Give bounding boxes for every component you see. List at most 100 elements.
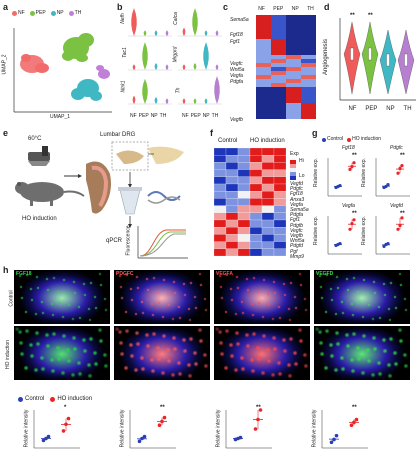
cluster-th	[96, 65, 110, 79]
violin-tac1-pep	[142, 42, 148, 70]
hmc-cell-12-3	[301, 63, 316, 67]
hmc-cell-3-1	[271, 27, 286, 31]
hmc-cell-18-2	[286, 87, 301, 91]
hmc-cell-21-0	[256, 99, 271, 103]
heatmap-f: Control HO induction Exp Hi Lo Vegfd Pdgf…	[210, 134, 312, 262]
hmc-cell-24-1	[271, 111, 286, 115]
hmc-cell-0-2	[286, 15, 301, 19]
hmf-cell-14-3	[249, 248, 263, 257]
h0-ctrl-pt-2	[46, 434, 51, 439]
hmc-cell-0-1	[271, 15, 286, 19]
hmf-cell-2-4	[261, 162, 275, 170]
angio-box-0	[350, 47, 354, 61]
hmc-cell-18-3	[301, 87, 316, 91]
hmc-cell-16-0	[256, 79, 271, 83]
hmc-cell-10-2	[286, 55, 301, 59]
stain-tile-vegfd-control: VEGFD	[314, 270, 410, 324]
hmc-cell-7-1	[271, 43, 286, 47]
umap-xlabel: UMAP_1	[50, 114, 71, 120]
stain-tile-vegfd-ho	[314, 326, 410, 380]
hmf-cell-14-4	[261, 248, 275, 257]
angio-box-1	[368, 47, 372, 61]
h3-ho-pt-0	[349, 423, 354, 427]
h-ylabel-0: Relative intensity	[23, 409, 30, 448]
hmf-cell-6-5	[273, 191, 287, 199]
hmc-cell-17-2	[286, 83, 301, 87]
hmf-cell-5-5	[273, 183, 287, 192]
hmf-cell-4-2	[237, 176, 251, 185]
leg-illustration	[86, 161, 111, 214]
hmc-cell-13-0	[256, 67, 271, 71]
hmc-cell-3-3	[301, 27, 316, 31]
gene-ntrk1: Ntrk1	[120, 80, 127, 93]
heatmap-f-gene-pdgfa: Pdgfa	[290, 212, 304, 219]
hmf-cell-2-0	[213, 162, 227, 170]
h0-ho-pt-2	[66, 416, 71, 421]
panel-label-f: f	[210, 128, 213, 138]
h1-ho-pt-0	[157, 423, 162, 427]
hmf-cell-9-5	[273, 212, 287, 221]
g-sig-1: **	[352, 153, 357, 159]
heatmap-f-gene-vegfb: Vegfb	[290, 233, 303, 239]
angiogenesis-xlabels: NF PEP NP TH	[348, 106, 412, 112]
hmf-cell-11-1	[225, 227, 239, 235]
violin-tac1-th	[165, 64, 169, 70]
h0-ho-pt-0	[61, 429, 66, 433]
h-intensity-plots: * ** ** **	[33, 405, 368, 449]
col-control: Control	[218, 138, 238, 144]
hmc-cell-5-3	[301, 35, 316, 39]
hmc-cell-1-3	[301, 19, 316, 23]
gene-fgf18: Fgf18	[230, 32, 243, 38]
hmf-cell-3-3	[249, 169, 263, 177]
hmc-cell-8-0	[256, 47, 271, 51]
g-ylabel-2: Relative exp.	[360, 158, 367, 187]
immunostain-panel: Control HO induction FGF18 PDGFC VEGFA VEGF…	[4, 268, 418, 456]
hmf-cell-10-3	[249, 219, 263, 228]
hmc-cell-12-1	[271, 63, 286, 67]
hmc-cell-1-2	[286, 19, 301, 23]
hmf-cell-4-5	[273, 176, 287, 185]
hmc-cell-14-0	[256, 71, 271, 75]
hmf-cell-8-5	[273, 205, 287, 213]
stain-label-fgf18: FGF18	[16, 271, 32, 277]
hmf-cell-12-2	[237, 234, 251, 242]
sig-nf: **	[350, 13, 355, 19]
legend-th: TH	[68, 11, 81, 16]
hmf-cell-7-0	[213, 198, 227, 206]
schematic-panel: 60°C HO induction Lumbar DRG qPCR Fluore…	[6, 132, 206, 262]
legend-swatch-1	[290, 164, 296, 168]
violin-mrgprd-pep	[193, 63, 197, 70]
g-plots	[327, 158, 410, 255]
g-sig-4: **	[400, 211, 405, 217]
hmf-cell-0-3	[249, 147, 263, 156]
h-ylabel-3: Relative intensity	[311, 409, 318, 448]
hmc-cell-6-3	[301, 39, 316, 43]
g-sig-2: **	[400, 153, 405, 159]
hmf-cell-0-1	[225, 147, 239, 156]
h3-ctrl-pt-0	[329, 440, 334, 445]
stain-tile-vegfa-control: VEGFA	[214, 270, 310, 324]
hmc-cell-9-1	[271, 51, 286, 55]
angiogenesis-violins	[339, 18, 416, 101]
h3-sig: **	[352, 405, 357, 411]
h1-ctrl-pt-2	[142, 434, 147, 439]
violin-panel: Nefh Tac1 Ntrk1 Calca Mrgprd Th NF PEP NP T…	[120, 4, 224, 126]
cluster-nf	[20, 54, 49, 73]
hmc-cell-23-2	[286, 107, 301, 111]
hmf-cell-1-3	[249, 155, 263, 163]
hmc-cell-4-2	[286, 31, 301, 35]
angiogenesis-panel: Angiogenesis NF PEP NP TH ** **	[323, 4, 418, 126]
hmc-cell-25-2	[286, 115, 301, 119]
hmc-cell-0-3	[301, 15, 316, 19]
hmf-cell-6-1	[225, 191, 239, 199]
heatmap-f-gene-vegfa: Vegfa	[290, 201, 303, 208]
legend-hi: Hi	[299, 158, 304, 164]
heatmap-f-grid	[213, 147, 296, 257]
qpcr-dotplots: Control HO induction Fgf18 Pdgfc Vegfa V…	[313, 134, 418, 262]
hmf-cell-7-1	[225, 198, 239, 206]
hmf-cell-11-2	[237, 227, 251, 235]
g0-ho-pt-2	[352, 161, 356, 165]
legend-nf: NF	[12, 11, 25, 16]
hmf-cell-8-3	[249, 205, 263, 213]
heat-iron	[28, 146, 50, 166]
